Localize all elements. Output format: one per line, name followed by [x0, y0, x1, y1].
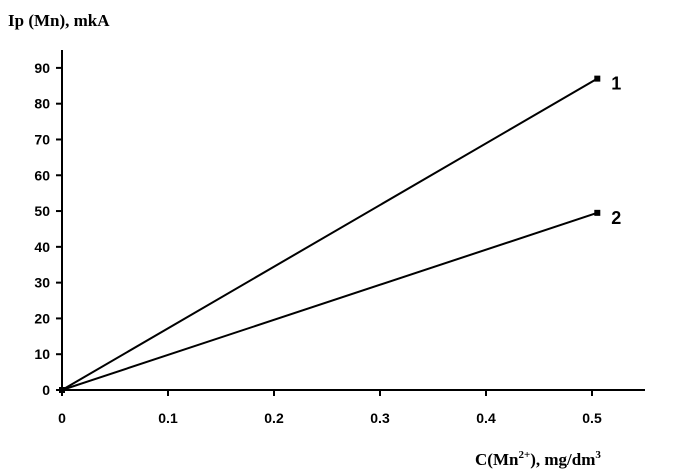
ticks: 0 10 20 30 40 50 60 70 80 90 0 0.1 0.2 0.3 0.4 0.5 — [34, 60, 602, 426]
series-group: 12 — [59, 74, 621, 393]
x-tick-label: 0.5 — [582, 410, 602, 426]
x-tick-label: 0.2 — [264, 410, 284, 426]
x-axis-label-sup: 2+ — [518, 449, 530, 461]
series-1-point — [594, 75, 601, 82]
series-line-1 — [61, 77, 598, 391]
x-tick-label: 0.3 — [370, 410, 390, 426]
y-tick-label: 0 — [42, 382, 50, 398]
series-line-2 — [61, 211, 598, 391]
y-tick-label: 30 — [34, 275, 50, 291]
x-axis-label-sup2: 3 — [595, 449, 601, 461]
x-axis-label-tail: ), mg/dm — [530, 450, 595, 469]
axes — [61, 50, 645, 391]
series-label-2: 2 — [611, 208, 621, 228]
series-label-1: 1 — [611, 74, 621, 94]
y-tick-label: 90 — [34, 60, 50, 76]
y-tick-label: 10 — [34, 346, 50, 362]
y-tick-label: 80 — [34, 96, 50, 112]
y-tick-label: 60 — [34, 167, 50, 183]
series-2-point — [59, 387, 65, 393]
x-tick-label: 0.4 — [476, 410, 496, 426]
y-tick-label: 40 — [34, 239, 50, 255]
y-tick-label: 70 — [34, 131, 50, 147]
y-tick-label: 20 — [34, 310, 50, 326]
x-axis-label: C(Mn2+), mg/dm3 — [475, 449, 601, 469]
x-tick-label: 0 — [58, 410, 66, 426]
series-2-point — [594, 209, 601, 216]
y-axis-label: Ip (Mn), mkA — [8, 11, 110, 30]
x-axis-label-base: C(Mn — [475, 450, 519, 469]
y-tick-label: 50 — [34, 203, 50, 219]
x-tick-label: 0.1 — [158, 410, 178, 426]
